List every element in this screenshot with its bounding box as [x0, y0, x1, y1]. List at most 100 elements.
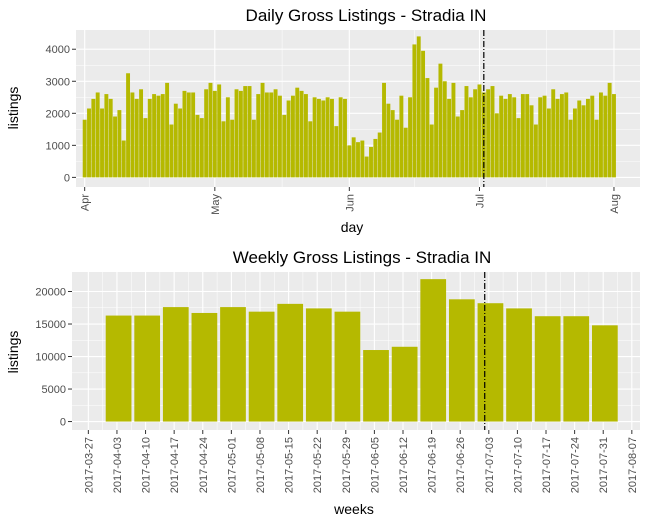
daily-bar — [147, 98, 152, 178]
weekly-x-tick-label: 2017-07-17 — [541, 437, 553, 493]
weekly-bar — [391, 346, 418, 422]
daily-bar — [338, 97, 343, 178]
daily-y-tick-label: 2000 — [46, 108, 70, 120]
daily-bar — [594, 119, 599, 178]
daily-bar — [321, 100, 326, 178]
weekly-x-tick-label: 2017-07-10 — [512, 437, 524, 493]
daily-bar — [607, 82, 612, 178]
daily-bar — [434, 87, 439, 178]
daily-bar — [238, 90, 243, 178]
daily-bar — [165, 82, 170, 178]
weekly-bar — [162, 307, 189, 422]
daily-bar — [269, 92, 274, 178]
daily-bar — [173, 103, 178, 178]
daily-y-tick-label: 0 — [64, 172, 70, 184]
weekly-y-axis: 0 5000 10000 15000 20000 — [35, 287, 72, 429]
daily-x-axis-label: day — [341, 219, 364, 235]
daily-bar — [95, 92, 100, 178]
weekly-x-tick-label: 2017-04-24 — [198, 437, 210, 493]
daily-bar — [256, 94, 261, 178]
daily-x-axis: Apr May Jun Jul Aug — [80, 187, 621, 215]
daily-bar — [525, 94, 530, 178]
daily-bar — [455, 116, 460, 178]
daily-bar — [572, 108, 577, 178]
daily-bar — [599, 92, 603, 178]
daily-bar — [113, 116, 117, 178]
daily-bar — [225, 97, 230, 178]
daily-bar — [169, 124, 174, 178]
weekly-x-tick-label: 2017-04-17 — [169, 437, 181, 493]
daily-bar — [286, 100, 291, 178]
weekly-x-tick-label: 2017-05-15 — [284, 437, 296, 493]
daily-bar — [546, 108, 551, 178]
daily-bar — [564, 92, 569, 178]
weekly-y-tick-label: 15000 — [35, 319, 66, 331]
daily-bar — [87, 108, 91, 178]
daily-bar — [264, 92, 269, 178]
daily-bar — [386, 103, 391, 178]
daily-bar — [533, 124, 538, 178]
weekly-bar — [563, 316, 590, 422]
daily-bar — [490, 86, 495, 178]
daily-bar — [156, 95, 161, 178]
daily-bar — [538, 97, 543, 178]
daily-bar — [520, 94, 525, 178]
daily-bar — [390, 110, 395, 178]
daily-bar — [382, 82, 386, 178]
daily-bar — [108, 98, 113, 178]
daily-bar — [360, 140, 365, 178]
daily-bar — [438, 63, 443, 178]
daily-bar — [199, 118, 204, 178]
weekly-x-tick-label: 2017-06-12 — [398, 437, 410, 493]
daily-bar — [330, 98, 334, 178]
daily-bar — [395, 119, 399, 178]
weekly-x-tick-label: 2017-05-01 — [226, 437, 238, 493]
weekly-bar — [506, 308, 532, 422]
daily-bar — [516, 118, 521, 178]
weekly-bar — [220, 307, 246, 422]
weekly-y-tick-label: 0 — [60, 417, 66, 429]
daily-y-tick-label: 3000 — [46, 76, 70, 88]
daily-bar — [143, 118, 148, 178]
daily-bar — [178, 108, 183, 178]
weekly-x-tick-label: 2017-06-26 — [455, 437, 467, 493]
daily-bar — [403, 127, 408, 178]
weekly-x-tick-label: 2017-04-10 — [141, 437, 153, 493]
weekly-y-tick-label: 20000 — [35, 287, 66, 299]
weekly-x-tick-label: 2017-03-27 — [83, 437, 95, 493]
daily-bar — [130, 92, 135, 178]
daily-bar — [139, 89, 144, 178]
daily-bar — [217, 84, 222, 178]
daily-bar — [212, 90, 217, 178]
daily-bar — [208, 82, 213, 178]
daily-bar — [234, 89, 239, 178]
weekly-x-axis-label: weeks — [333, 501, 374, 517]
daily-bar — [425, 78, 430, 178]
weekly-bar — [591, 325, 618, 422]
daily-x-tick-label: May — [210, 194, 222, 215]
weekly-x-tick-label: 2017-05-22 — [312, 437, 324, 493]
weekly-bar — [534, 316, 561, 422]
daily-bar — [512, 97, 517, 178]
weekly-bar — [477, 303, 504, 422]
weekly-x-tick-label: 2017-08-07 — [627, 437, 639, 493]
daily-bar — [581, 105, 586, 178]
daily-bar — [82, 119, 87, 178]
daily-bar — [373, 138, 378, 178]
daily-bar — [486, 89, 491, 178]
daily-chart-title: Daily Gross Listings - Stradia IN — [246, 6, 487, 25]
daily-bar — [377, 132, 382, 178]
weekly-x-axis: 2017-03-27 2017-04-03 2017-04-10 2017-04-17… — [83, 430, 639, 493]
daily-bar — [299, 90, 304, 178]
daily-bar — [204, 89, 209, 178]
daily-bars — [82, 36, 616, 178]
daily-bar — [468, 97, 473, 178]
daily-bar — [295, 87, 300, 178]
daily-bar — [277, 95, 282, 178]
weekly-x-tick-label: 2017-07-31 — [598, 437, 610, 493]
weekly-bar — [248, 311, 275, 422]
daily-bar — [347, 145, 352, 178]
daily-bar — [251, 119, 256, 178]
weekly-x-tick-label: 2017-06-19 — [427, 437, 439, 493]
weekly-y-axis-label: listings — [5, 331, 21, 374]
